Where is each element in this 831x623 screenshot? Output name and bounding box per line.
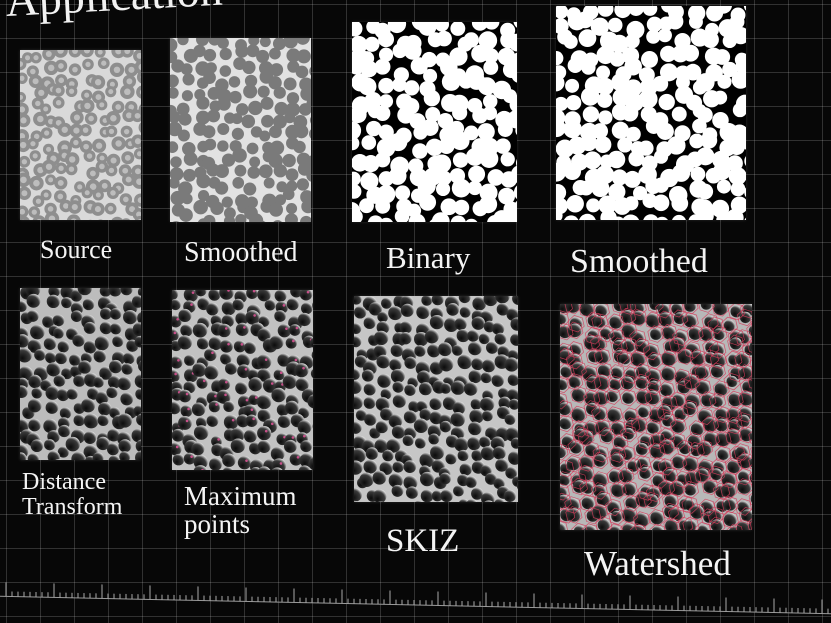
- panel-maximum-points: [172, 290, 313, 470]
- caption-maximum-line2: points: [184, 509, 251, 540]
- caption-maximum-line1: Maximum: [184, 481, 297, 511]
- caption-smoothed-gray: Smoothed: [184, 237, 298, 268]
- caption-smoothed-binary: Smoothed: [570, 243, 708, 280]
- panel-smoothed-binary: [556, 6, 746, 220]
- caption-source: Source: [40, 235, 113, 264]
- caption-distance-transform: Distance Transform: [22, 469, 123, 521]
- caption-distance-line1: Distance: [22, 469, 106, 495]
- caption-maximum-points: Maximum points: [184, 482, 297, 539]
- panel-smoothed-gray: [170, 38, 311, 222]
- panel-binary: [352, 22, 517, 222]
- panel-source: [20, 50, 141, 220]
- caption-binary: Binary: [386, 240, 471, 275]
- timeline-ruler: [0, 582, 831, 615]
- caption-watershed: Watershed: [584, 544, 731, 583]
- panel-distance-transform: [20, 288, 141, 460]
- panel-watershed: [560, 304, 752, 530]
- panel-skiz: [354, 296, 518, 502]
- caption-skiz: SKIZ: [386, 523, 460, 559]
- caption-distance-line2: Transform: [22, 494, 123, 521]
